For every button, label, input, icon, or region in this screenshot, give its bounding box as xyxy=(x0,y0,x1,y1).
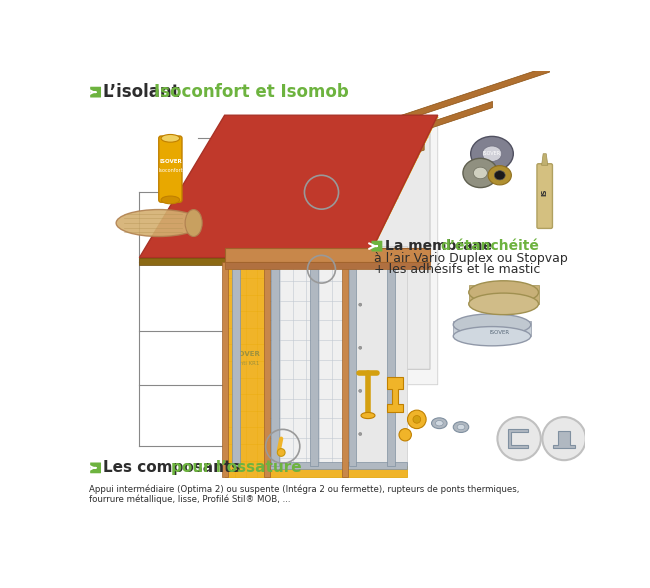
Polygon shape xyxy=(387,269,395,466)
Ellipse shape xyxy=(457,425,465,430)
Polygon shape xyxy=(139,115,437,258)
Ellipse shape xyxy=(488,166,512,185)
Polygon shape xyxy=(266,463,407,469)
Ellipse shape xyxy=(469,281,538,304)
Ellipse shape xyxy=(436,420,443,426)
Circle shape xyxy=(399,429,411,441)
Text: Appui intermédiaire (Optima 2) ou suspente (Intégra 2 ou fermette), rupteurs de : Appui intermédiaire (Optima 2) ou suspen… xyxy=(89,485,519,495)
Ellipse shape xyxy=(432,418,447,429)
Polygon shape xyxy=(225,262,430,269)
Circle shape xyxy=(359,389,362,392)
Ellipse shape xyxy=(161,135,179,142)
Text: + les adhésifs et le mastic: + les adhésifs et le mastic xyxy=(374,263,541,276)
Ellipse shape xyxy=(453,326,531,346)
FancyBboxPatch shape xyxy=(90,463,101,473)
Ellipse shape xyxy=(453,314,531,335)
Polygon shape xyxy=(225,117,437,123)
Ellipse shape xyxy=(161,196,179,204)
Circle shape xyxy=(278,449,285,456)
Polygon shape xyxy=(225,248,430,262)
Ellipse shape xyxy=(494,171,505,180)
Circle shape xyxy=(359,432,362,436)
Polygon shape xyxy=(225,262,267,477)
FancyBboxPatch shape xyxy=(90,86,101,98)
Circle shape xyxy=(390,432,393,436)
Circle shape xyxy=(413,416,421,423)
Ellipse shape xyxy=(116,209,202,236)
Text: Les composants: Les composants xyxy=(103,460,246,475)
Polygon shape xyxy=(139,258,368,265)
Circle shape xyxy=(542,417,586,460)
Polygon shape xyxy=(267,466,407,477)
Polygon shape xyxy=(348,269,356,466)
Text: Venti KR1: Venti KR1 xyxy=(233,360,259,366)
Text: ISOVER: ISOVER xyxy=(159,159,182,164)
Ellipse shape xyxy=(482,146,502,162)
FancyBboxPatch shape xyxy=(453,321,531,336)
Text: à l’air Vario Duplex ou Stopvap: à l’air Vario Duplex ou Stopvap xyxy=(374,252,568,265)
Polygon shape xyxy=(233,269,240,466)
Circle shape xyxy=(497,417,541,460)
Ellipse shape xyxy=(453,422,469,432)
Polygon shape xyxy=(271,269,279,466)
Text: ISOVER: ISOVER xyxy=(483,151,501,156)
Text: La membrane: La membrane xyxy=(385,239,497,253)
Polygon shape xyxy=(342,262,348,477)
Polygon shape xyxy=(553,431,575,448)
Text: L’isolant: L’isolant xyxy=(103,83,185,101)
Polygon shape xyxy=(222,262,227,477)
Text: fourrure métallique, lisse, Profilé Stil® MOB, ...: fourrure métallique, lisse, Profilé Stil… xyxy=(89,494,291,503)
Text: ISOVER: ISOVER xyxy=(489,330,510,335)
Ellipse shape xyxy=(185,209,202,236)
Circle shape xyxy=(390,389,393,392)
Polygon shape xyxy=(264,262,270,477)
Text: IS: IS xyxy=(541,189,548,196)
Circle shape xyxy=(390,346,393,349)
Polygon shape xyxy=(387,377,403,412)
Polygon shape xyxy=(266,255,407,260)
Circle shape xyxy=(359,346,362,349)
Ellipse shape xyxy=(469,293,538,315)
Text: Isoconfort: Isoconfort xyxy=(158,168,183,173)
Circle shape xyxy=(359,303,362,306)
Polygon shape xyxy=(225,117,430,369)
Text: d’étanchéité: d’étanchéité xyxy=(441,239,540,253)
Ellipse shape xyxy=(473,167,488,179)
Ellipse shape xyxy=(471,136,514,171)
FancyBboxPatch shape xyxy=(372,240,382,252)
FancyBboxPatch shape xyxy=(537,163,552,228)
Text: Isoconfort et Isomob: Isoconfort et Isomob xyxy=(154,83,349,101)
FancyBboxPatch shape xyxy=(159,136,182,202)
FancyBboxPatch shape xyxy=(469,285,538,304)
Ellipse shape xyxy=(361,412,375,419)
Polygon shape xyxy=(310,269,318,466)
Polygon shape xyxy=(231,117,437,385)
Polygon shape xyxy=(267,262,344,477)
Polygon shape xyxy=(508,429,528,448)
Ellipse shape xyxy=(463,158,498,188)
Circle shape xyxy=(390,303,393,306)
Circle shape xyxy=(408,410,426,429)
Polygon shape xyxy=(140,117,437,259)
Text: pour l’ossature: pour l’ossature xyxy=(171,460,302,475)
Polygon shape xyxy=(344,246,407,477)
Polygon shape xyxy=(264,102,493,183)
Polygon shape xyxy=(196,144,424,226)
Polygon shape xyxy=(321,66,549,148)
Text: ISOVER: ISOVER xyxy=(231,351,261,357)
Polygon shape xyxy=(541,153,548,165)
